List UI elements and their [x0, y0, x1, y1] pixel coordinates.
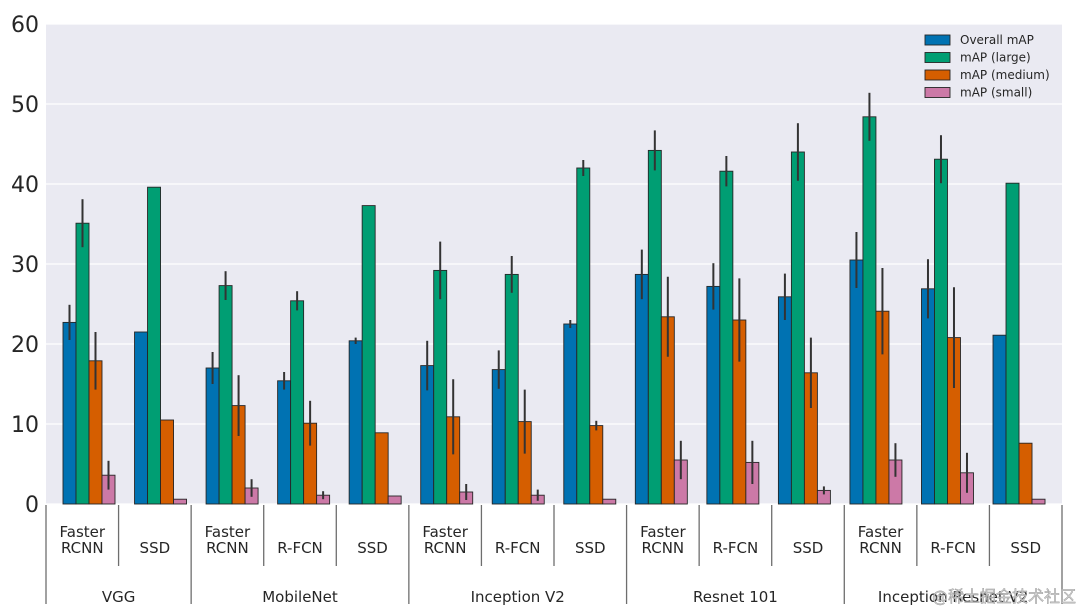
bar-map-medium: [160, 419, 174, 505]
bar-overall-map: [921, 288, 935, 505]
bar-map-small: [173, 498, 187, 505]
bar-map-medium: [374, 432, 389, 505]
category-label: Faster RCNN: [205, 523, 251, 557]
group-label: Inception Resnet V2: [878, 588, 1028, 606]
y-axis: 0 10 20 30 40 50 60: [11, 13, 39, 518]
bar-overall-map: [348, 340, 363, 505]
bar-map-large: [361, 205, 376, 505]
group-label: MobileNet: [262, 588, 338, 606]
bar-map-large: [147, 186, 161, 505]
bar-map-medium: [589, 425, 604, 505]
bar-overall-map: [992, 334, 1007, 505]
category-label: Faster RCNN: [60, 523, 106, 557]
legend-label: mAP (large): [960, 51, 1031, 65]
y-tick-label: 20: [11, 333, 39, 358]
bar-map-large: [218, 285, 233, 505]
legend-swatch: [924, 69, 951, 81]
bar-overall-map: [134, 331, 148, 505]
category-label-line: R-FCN: [930, 539, 976, 557]
bar-overall-map: [777, 296, 792, 505]
category-label: SSD: [140, 539, 171, 557]
category-label-line: SSD: [575, 539, 606, 557]
bar-map-large: [647, 149, 662, 505]
category-label: Faster RCNN: [640, 523, 686, 557]
bar-overall-map: [563, 323, 578, 505]
category-label-line: SSD: [1010, 539, 1041, 557]
category-label-line: SSD: [793, 539, 824, 557]
legend-item: mAP (large): [924, 51, 1031, 65]
bar-map-large: [790, 151, 805, 505]
legend-swatch: [924, 52, 951, 63]
error-bars: [68, 92, 968, 501]
bar-map-large: [433, 269, 448, 505]
group-label: Resnet 101: [693, 588, 778, 606]
y-tick-label: 60: [11, 13, 39, 38]
category-label: SSD: [357, 539, 388, 557]
category-label-line: RCNN: [61, 539, 104, 557]
bars: [62, 116, 1046, 505]
bar-overall-map: [634, 273, 649, 505]
category-label-line: R-FCN: [713, 539, 759, 557]
legend-item: mAP (medium): [924, 68, 1050, 82]
bar-map-large: [75, 222, 90, 505]
bar-map-small: [387, 495, 402, 505]
y-tick-label: 40: [11, 173, 39, 198]
legend-item: Overall mAP: [924, 33, 1034, 47]
group-label: Inception V2: [471, 588, 565, 606]
category-label-line: RCNN: [859, 539, 902, 557]
category-label-line: RCNN: [642, 539, 685, 557]
category-label-line: R-FCN: [277, 539, 323, 557]
y-tick-label: 50: [11, 93, 39, 118]
legend-swatch: [924, 34, 951, 46]
bar-overall-map: [62, 321, 77, 505]
bar-overall-map: [491, 369, 506, 505]
bar-map-large: [576, 167, 591, 505]
legend-label: mAP (medium): [960, 68, 1050, 82]
category-label-line: SSD: [140, 539, 171, 557]
bar-overall-map: [706, 285, 721, 505]
bar-overall-map: [849, 259, 864, 505]
legend-label: Overall mAP: [960, 33, 1034, 47]
legend-swatch: [924, 87, 951, 98]
bar-map-large: [862, 116, 877, 505]
category-label-line: Faster: [60, 523, 106, 541]
category-label-line: SSD: [357, 539, 388, 557]
y-tick-label: 10: [11, 413, 39, 438]
category-label: SSD: [1010, 539, 1041, 557]
category-label-line: Faster: [640, 523, 686, 541]
category-label: R-FCN: [495, 539, 541, 557]
bar-overall-map: [277, 380, 292, 505]
category-label: SSD: [575, 539, 606, 557]
bar-map-large: [504, 273, 519, 505]
category-label: R-FCN: [713, 539, 759, 557]
category-label-line: Faster: [422, 523, 468, 541]
bar-overall-map: [205, 367, 220, 505]
legend-item: mAP (small): [924, 86, 1032, 100]
category-label: R-FCN: [277, 539, 323, 557]
bar-map-large: [1005, 182, 1020, 505]
category-label: SSD: [793, 539, 824, 557]
bar-map-large: [290, 300, 305, 505]
category-label-line: RCNN: [206, 539, 249, 557]
y-tick-label: 30: [11, 253, 39, 278]
category-label-line: Faster: [205, 523, 251, 541]
legend: Overall mAP mAP (large) mAP (medium) mAP (s…: [924, 33, 1050, 100]
bar-map-small: [602, 498, 617, 505]
y-tick-label: 0: [25, 493, 39, 518]
legend-label: mAP (small): [960, 86, 1032, 100]
category-label-line: RCNN: [424, 539, 467, 557]
bar-map-small: [1031, 498, 1046, 505]
category-label-line: Faster: [858, 523, 904, 541]
category-label: R-FCN: [930, 539, 976, 557]
watermark: @稀土掘金技术社区: [932, 587, 1076, 606]
bar-map-large: [934, 158, 948, 505]
category-label: Faster RCNN: [422, 523, 468, 557]
category-label: Faster RCNN: [858, 523, 904, 557]
group-label: VGG: [102, 588, 136, 606]
bar-map-medium: [1018, 442, 1033, 505]
bar-map-large: [719, 170, 734, 505]
category-label-line: R-FCN: [495, 539, 541, 557]
